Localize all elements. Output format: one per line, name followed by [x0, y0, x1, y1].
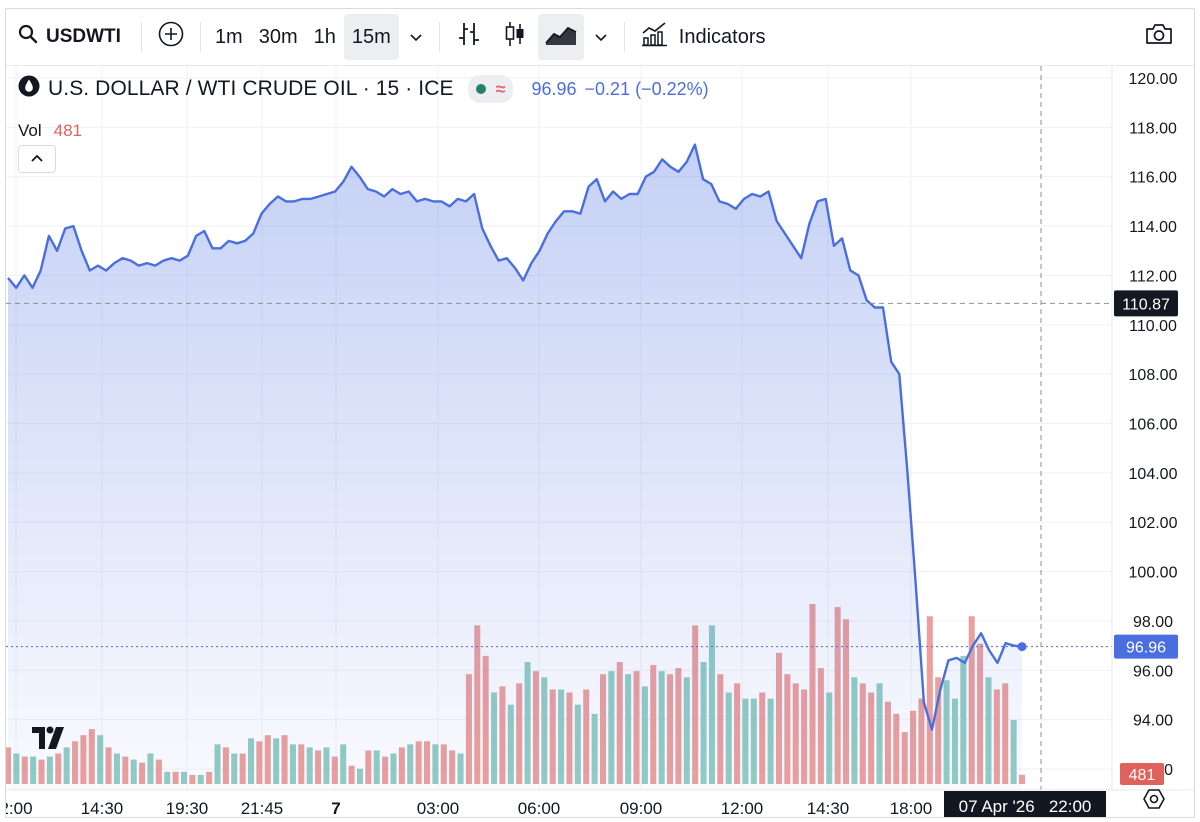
interval-15m-button[interactable]: 15m [343, 14, 399, 60]
symbol-title[interactable]: U.S. DOLLAR / WTI CRUDE OIL · 15 · ICE [48, 77, 454, 100]
oil-drop-icon [18, 75, 40, 103]
market-open-dot [475, 84, 486, 94]
compare-symbol-button[interactable] [148, 14, 194, 60]
price-tick-label: 120.00 [1129, 71, 1178, 88]
area-chart-icon [544, 21, 578, 53]
price-tick-label: 102.00 [1129, 515, 1178, 532]
indicators-label: Indicators [678, 25, 766, 48]
time-tick-label: 7 [331, 799, 340, 818]
search-icon [18, 24, 38, 50]
last-price-label: 96.96 [1114, 634, 1178, 659]
price-axis[interactable]: 120.00 118.00 116.00 114.00 112.00 110.00 108.… [1111, 66, 1178, 790]
chevron-up-icon [30, 150, 44, 168]
time-tick-label: 14:30 [81, 799, 124, 818]
chevron-down-icon [594, 26, 608, 49]
time-tick-label: 14:30 [807, 799, 850, 818]
price-tick-label: 118.00 [1129, 120, 1177, 137]
time-tick-label: 21:45 [241, 799, 284, 818]
ohlc-bars-icon [456, 20, 482, 54]
area-style-button[interactable] [537, 14, 584, 60]
volume-bar [926, 616, 933, 784]
price-tick-label: 96.00 [1133, 663, 1173, 680]
market-status-badge[interactable]: ≈ [467, 75, 514, 103]
interval-1h-button[interactable]: 1h [313, 25, 336, 48]
price-tick-label: 98.00 [1133, 614, 1173, 631]
time-tick-label: 12:00 [721, 799, 764, 818]
volume-value-label: 481 [1120, 763, 1164, 785]
symbol-search-button[interactable]: USDWTI [6, 14, 135, 60]
price-area-fill [8, 144, 1022, 791]
price-chart[interactable]: 120.00 118.00 116.00 114.00 112.00 110.00 108.… [6, 66, 1194, 818]
toolbar-divider [140, 22, 142, 52]
last-price-text: 96.96 [1126, 640, 1166, 657]
chart-widget: USDWTI 1m 30m 1h 15m [5, 8, 1195, 818]
price-tick-label: 112.00 [1129, 268, 1177, 285]
toolbar-divider [199, 22, 201, 52]
time-tick-label: 03:00 [417, 799, 460, 818]
indicators-button[interactable]: Indicators [631, 14, 776, 60]
legend-change: −0.21 (−0.22%) [584, 78, 709, 99]
indicators-icon [641, 21, 669, 53]
price-tick-label: 94.00 [1133, 713, 1173, 730]
time-tick-label: 09:00 [620, 799, 663, 818]
delayed-data-icon: ≈ [495, 78, 506, 99]
crosshair-price-label: 110.87 [1114, 290, 1178, 317]
plus-circle-icon [157, 20, 185, 54]
price-tick-label: 114.00 [1129, 219, 1177, 236]
chart-style-dropdown-button[interactable] [584, 14, 618, 60]
toolbar-divider [623, 22, 625, 52]
bars-style-button[interactable] [446, 14, 492, 60]
crosshair-time-text: 07 Apr '26 22:00 [959, 797, 1092, 816]
price-tick-label: 104.00 [1129, 466, 1178, 483]
chart-settings-button[interactable] [1143, 789, 1165, 809]
screenshot-button[interactable] [1136, 14, 1182, 60]
last-price-dot [1017, 642, 1027, 652]
toolbar-divider [438, 22, 440, 52]
time-tick-label: 18:00 [890, 799, 933, 818]
price-tick-label: 100.00 [1129, 565, 1178, 582]
time-tick-label: 19:30 [166, 799, 209, 818]
price-tick-label: 108.00 [1129, 367, 1178, 384]
price-tick-label: 110.00 [1129, 318, 1177, 335]
interval-30m-button[interactable]: 30m [258, 25, 298, 48]
interval-1m-button[interactable]: 1m [214, 25, 243, 48]
candlestick-icon [502, 20, 528, 54]
collapse-legend-button[interactable] [18, 145, 56, 173]
interval-dropdown-button[interactable] [399, 14, 433, 60]
chart-legend: U.S. DOLLAR / WTI CRUDE OIL · 15 · ICE ≈… [18, 75, 709, 103]
candles-style-button[interactable] [492, 14, 538, 60]
volume-legend-label: Vol [18, 121, 42, 140]
price-line [7, 143, 1023, 731]
top-toolbar: USDWTI 1m 30m 1h 15m [6, 9, 1194, 66]
chevron-down-icon [409, 26, 423, 49]
legend-last-price: 96.96 [531, 78, 577, 99]
price-tick-label: 106.00 [1129, 417, 1178, 434]
crosshair-time-label: 07 Apr '26 22:00 [944, 791, 1106, 817]
time-tick-label: 06:00 [518, 799, 561, 818]
volume-value-text: 481 [1129, 767, 1156, 784]
symbol-label: USDWTI [46, 26, 121, 47]
volume-legend-value: 481 [53, 121, 83, 140]
tradingview-logo[interactable] [28, 721, 72, 755]
time-tick-label: 2:00 [6, 799, 33, 818]
settings-hex-icon [1143, 789, 1165, 809]
crosshair-price-text: 110.87 [1122, 296, 1170, 313]
volume-legend: Vol 481 [18, 121, 82, 141]
time-axis[interactable]: 2:00 14:30 19:30 21:45 7 03:00 06:00 09:00 12:00… [6, 789, 1194, 818]
camera-icon [1144, 22, 1174, 52]
price-tick-label: 116.00 [1129, 170, 1177, 187]
